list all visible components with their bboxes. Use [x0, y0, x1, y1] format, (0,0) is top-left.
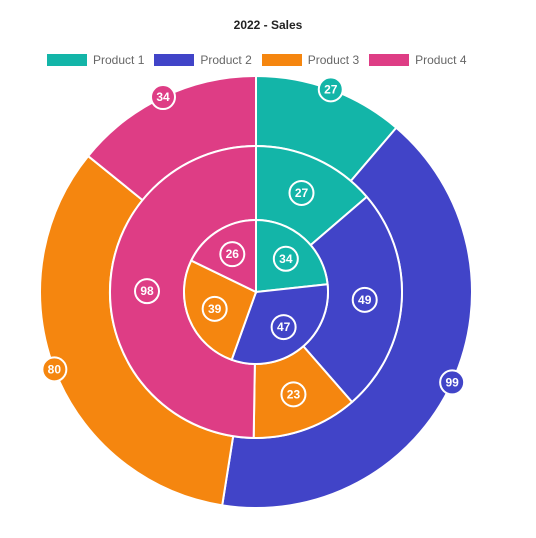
svg-text:49: 49	[358, 293, 372, 307]
legend-swatch	[47, 54, 87, 66]
legend-item[interactable]: Product 3	[261, 53, 360, 67]
svg-text:99: 99	[445, 375, 459, 389]
legend-swatch	[154, 54, 195, 66]
middle-data-label: 98	[134, 278, 161, 305]
legend-label: Product 2	[200, 53, 252, 67]
middle-data-label: 49	[351, 286, 378, 313]
svg-text:27: 27	[324, 82, 338, 96]
chart-title: 2022 - Sales	[233, 18, 303, 32]
svg-text:23: 23	[287, 387, 301, 401]
legend-label: Product 3	[307, 53, 360, 67]
legend-item[interactable]: Product 2	[154, 53, 252, 67]
outer-data-label: 99	[439, 369, 466, 396]
legend-swatch	[369, 54, 410, 66]
inner-data-label: 26	[219, 241, 246, 268]
inner-data-label: 47	[270, 314, 297, 341]
middle-data-label: 23	[280, 381, 307, 408]
legend-swatch	[261, 54, 302, 66]
outer-data-label: 27	[317, 76, 344, 103]
svg-text:26: 26	[226, 247, 240, 261]
svg-text:47: 47	[277, 320, 291, 334]
legend-label: Product 4	[415, 53, 467, 67]
middle-data-label: 27	[288, 179, 315, 206]
legend: Product 1 Product 2 Product 3 Product 4	[47, 52, 477, 68]
svg-text:98: 98	[140, 284, 154, 298]
svg-text:27: 27	[295, 186, 309, 200]
legend-item[interactable]: Product 4	[369, 53, 467, 67]
inner-data-label: 39	[201, 295, 228, 322]
legend-label: Product 1	[93, 53, 145, 67]
svg-text:39: 39	[208, 302, 222, 316]
inner-data-label: 34	[272, 245, 299, 272]
svg-text:34: 34	[279, 252, 293, 266]
outer-data-label: 34	[150, 84, 177, 111]
svg-text:34: 34	[156, 90, 170, 104]
svg-text:80: 80	[48, 362, 62, 376]
legend-item[interactable]: Product 1	[47, 53, 144, 67]
outer-data-label: 80	[41, 356, 68, 383]
